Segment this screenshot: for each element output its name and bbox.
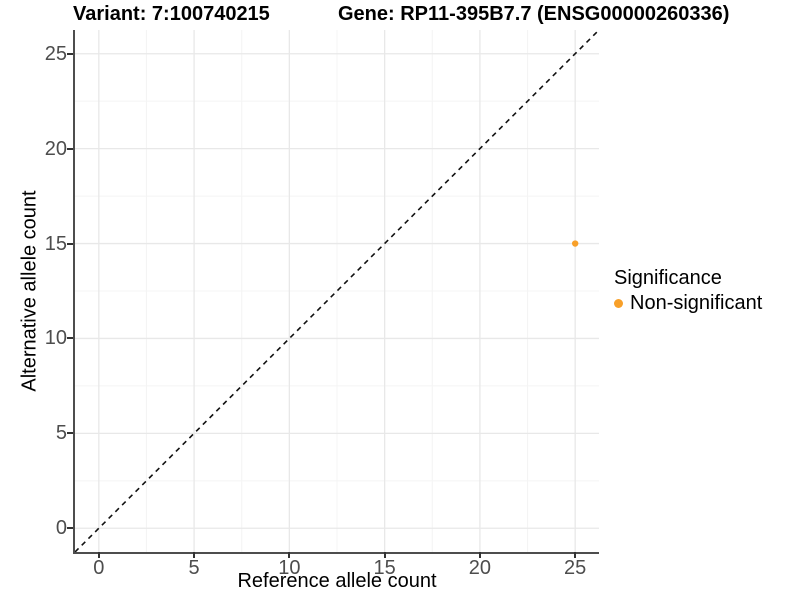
variant-title: Variant: 7:100740215 [73,3,270,25]
legend-title: Significance [614,267,722,289]
data-point [571,240,579,247]
x-tick-label: 25 [564,557,587,579]
x-tick-label: 0 [93,557,105,579]
y-axis-tick-mark [67,337,73,340]
x-tick-label: 20 [468,557,492,579]
significance-legend: Significance Non-significant [614,266,762,315]
x-axis-tick-mark [288,552,291,558]
y-axis-title: Alternative allele count [18,190,41,392]
y-tick-label: 10 [44,327,67,350]
x-tick-label: 10 [278,557,301,579]
x-tick-label: 15 [373,557,396,579]
y-axis-tick-mark [67,147,73,150]
y-axis-tick-mark [67,432,73,435]
legend-item-non-significant: Non-significant [614,291,762,315]
y-tick-label: 20 [44,137,67,160]
x-axis-tick-mark [97,552,100,558]
y-axis-tick-mark [67,52,73,55]
x-axis-tick-mark [574,552,577,558]
x-axis-tick-mark [193,552,196,558]
y-axis-tick-mark [67,527,73,530]
legend-point-icon [614,298,623,308]
gene-title: Gene: RP11-395B7.7 (ENSG00000260336) [338,3,730,25]
y-tick-label: 0 [55,517,67,540]
x-axis-tick-mark [478,552,481,558]
x-tick-label: 5 [188,557,200,579]
x-axis-title: Reference allele count [237,570,437,592]
legend-item-label: Non-significant [630,292,763,314]
x-axis-tick-mark [383,552,386,558]
y-tick-label: 5 [55,422,67,445]
y-axis-tick-mark [67,242,73,245]
y-tick-label: 25 [44,42,67,65]
plot-area-svg [75,30,599,552]
plot-panel [73,30,599,554]
y-tick-label: 15 [44,232,67,255]
